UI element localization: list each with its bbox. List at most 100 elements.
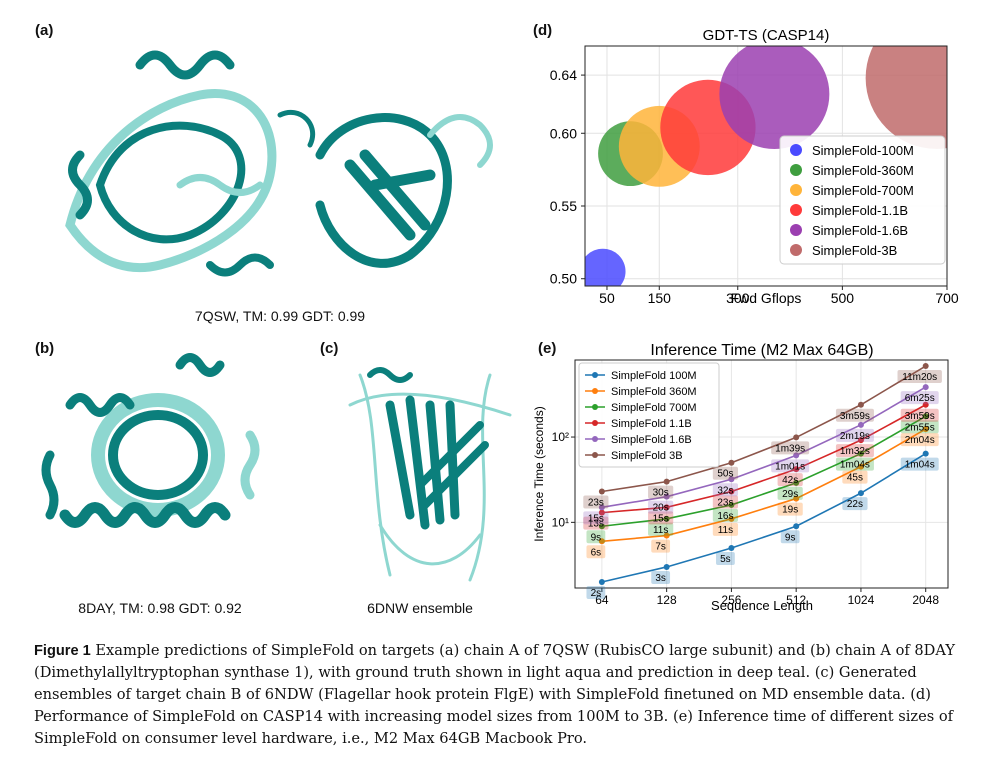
chart-e-data-label-box bbox=[712, 483, 739, 497]
chart-e-data-label: 19s bbox=[782, 505, 798, 516]
chart-e-point bbox=[922, 413, 929, 420]
chart-e-data-label-box bbox=[897, 370, 942, 384]
chart-e-point bbox=[728, 501, 735, 508]
panel-a-caption: 7QSW, TM: 0.99 GDT: 0.99 bbox=[194, 308, 366, 324]
chart-e-legend-label: SimpleFold 100M bbox=[611, 370, 697, 382]
panel-e-label: (e) bbox=[538, 340, 557, 357]
figure-caption-text: Example predictions of SimpleFold on tar… bbox=[34, 642, 955, 747]
chart-d-xtick-label: 150 bbox=[648, 290, 672, 306]
chart-e-data-label-box bbox=[900, 420, 939, 434]
chart-e-data-label: 23s bbox=[717, 497, 733, 508]
chart-e-xtick-label: 256 bbox=[721, 593, 741, 607]
chart-e-legend-label: SimpleFold 1.6B bbox=[611, 434, 692, 446]
chart-e-data-label-box bbox=[583, 495, 609, 509]
chart-e-point bbox=[728, 476, 735, 483]
chart-e-data-label: 2s bbox=[591, 588, 602, 599]
chart-e-legend-label: SimpleFold 360M bbox=[611, 386, 697, 398]
chart-e-data-label: 6m25s bbox=[905, 393, 935, 404]
chart-d-legend-marker bbox=[790, 164, 802, 176]
chart-e-data-label: 30s bbox=[653, 488, 669, 499]
chart-e-data-label-box bbox=[900, 391, 939, 405]
chart-e-data-label-box bbox=[777, 486, 803, 500]
chart-e-ytick-label: 10¹ bbox=[552, 515, 569, 529]
chart-e-series-line bbox=[601, 386, 927, 509]
figure-caption-label: Figure 1 bbox=[34, 643, 91, 659]
chart-e-xtick-label: 512 bbox=[786, 593, 806, 607]
chart-e-data-label: 7s bbox=[655, 542, 666, 553]
chart-e-data-label: 45s bbox=[847, 473, 863, 484]
chart-e-series-line bbox=[601, 365, 927, 493]
chart-e-xtick-label: 64 bbox=[595, 593, 609, 607]
chart-d-legend-label: SimpleFold-100M bbox=[812, 143, 914, 158]
chart-e-data-label-box bbox=[835, 428, 874, 442]
panel-b-caption: 8DAY, TM: 0.98 GDT: 0.92 bbox=[78, 600, 242, 616]
chart-e-data-label: 32s bbox=[717, 485, 733, 496]
chart-e-legend-marker bbox=[592, 404, 598, 410]
chart-e-point bbox=[793, 479, 800, 486]
chart-e-data-label: 16s bbox=[717, 511, 733, 522]
chart-d-ytick-label: 0.64 bbox=[550, 67, 577, 83]
chart-e-point bbox=[857, 450, 864, 457]
chart-e-xtick-label: 128 bbox=[657, 593, 677, 607]
chart-d-legend-label: SimpleFold-1.6B bbox=[812, 223, 908, 238]
chart-e-point bbox=[663, 515, 670, 522]
chart-e-data-label-box bbox=[777, 473, 803, 487]
chart-e-data-label: 3m59s bbox=[840, 411, 870, 422]
chart-e-data-label-box bbox=[583, 516, 609, 530]
chart-e-data-label-box bbox=[900, 433, 939, 447]
protein-6dnw-ensemble-image bbox=[348, 367, 512, 582]
chart-e-point bbox=[857, 401, 864, 408]
chart-e-data-label-box bbox=[651, 539, 671, 553]
chart-e-data-label-box bbox=[771, 441, 810, 455]
chart-e-point bbox=[857, 490, 864, 497]
figure-caption: Figure 1 Example predictions of SimpleFo… bbox=[34, 640, 964, 750]
chart-e-legend-marker bbox=[592, 436, 598, 442]
panel-d-label: (d) bbox=[533, 22, 553, 39]
chart-e-xtick-label: 1024 bbox=[848, 593, 875, 607]
chart-e-title: Inference Time (M2 Max 64GB) bbox=[650, 342, 873, 359]
chart-e-data-label-box bbox=[648, 500, 674, 514]
chart-e-data-label-box bbox=[712, 466, 739, 480]
chart-e-point bbox=[922, 384, 929, 391]
chart-e-data-label-box bbox=[835, 457, 874, 471]
chart-e-data-label: 13s bbox=[588, 519, 604, 530]
chart-d-legend-marker bbox=[790, 204, 802, 216]
chart-e-point bbox=[857, 463, 864, 470]
chart-e-legend-label: SimpleFold 1.1B bbox=[611, 418, 692, 430]
chart-d-legend-marker bbox=[790, 244, 802, 256]
chart-e-series-line bbox=[601, 452, 927, 583]
chart-e-point bbox=[728, 545, 735, 552]
chart-e-data-label-box bbox=[648, 522, 674, 536]
chart-e-data-label-box bbox=[716, 552, 735, 566]
chart-e-point bbox=[663, 532, 670, 539]
chart-e-point bbox=[598, 504, 605, 511]
chart-e-point bbox=[598, 509, 605, 516]
chart-e-data-label: 1m04s bbox=[840, 460, 870, 471]
protein-7qsw-image bbox=[65, 50, 493, 277]
chart-e-data-label: 42s bbox=[782, 475, 798, 486]
chart-e-series-line bbox=[601, 404, 927, 514]
chart-e-data-label-box bbox=[771, 459, 810, 473]
chart-e-data-label: 1m04s bbox=[905, 460, 935, 471]
chart-d-gdt-ts: GDT-TS (CASP14) 50 150 300 500 700 0.50 0.55 0.… bbox=[550, 27, 959, 306]
chart-e-data-label: 15s bbox=[653, 513, 669, 524]
chart-e-data-label-box bbox=[586, 545, 606, 559]
chart-e-data-label-box bbox=[777, 502, 803, 516]
chart-e-ytick-label: 10² bbox=[552, 430, 569, 444]
chart-e-data-label-box bbox=[780, 530, 800, 544]
chart-d-legend-marker bbox=[790, 224, 802, 236]
chart-d-legend-marker bbox=[790, 184, 802, 196]
chart-e-data-label-box bbox=[842, 470, 868, 484]
chart-e-xtick-label: 2048 bbox=[912, 593, 939, 607]
chart-e-data-label: 2m19s bbox=[840, 431, 870, 442]
chart-e-series-line bbox=[601, 428, 927, 543]
chart-e-legend-marker bbox=[592, 372, 598, 378]
chart-e-data-label: 11s bbox=[718, 525, 733, 536]
chart-d-title: GDT-TS (CASP14) bbox=[703, 27, 830, 44]
chart-e-point bbox=[922, 401, 929, 408]
chart-e-data-label: 5s bbox=[720, 554, 731, 565]
chart-e-data-label: 9s bbox=[591, 532, 602, 543]
chart-e-point bbox=[598, 578, 605, 585]
protein-8day-image bbox=[41, 353, 260, 528]
chart-e-data-label: 9s bbox=[785, 532, 796, 543]
